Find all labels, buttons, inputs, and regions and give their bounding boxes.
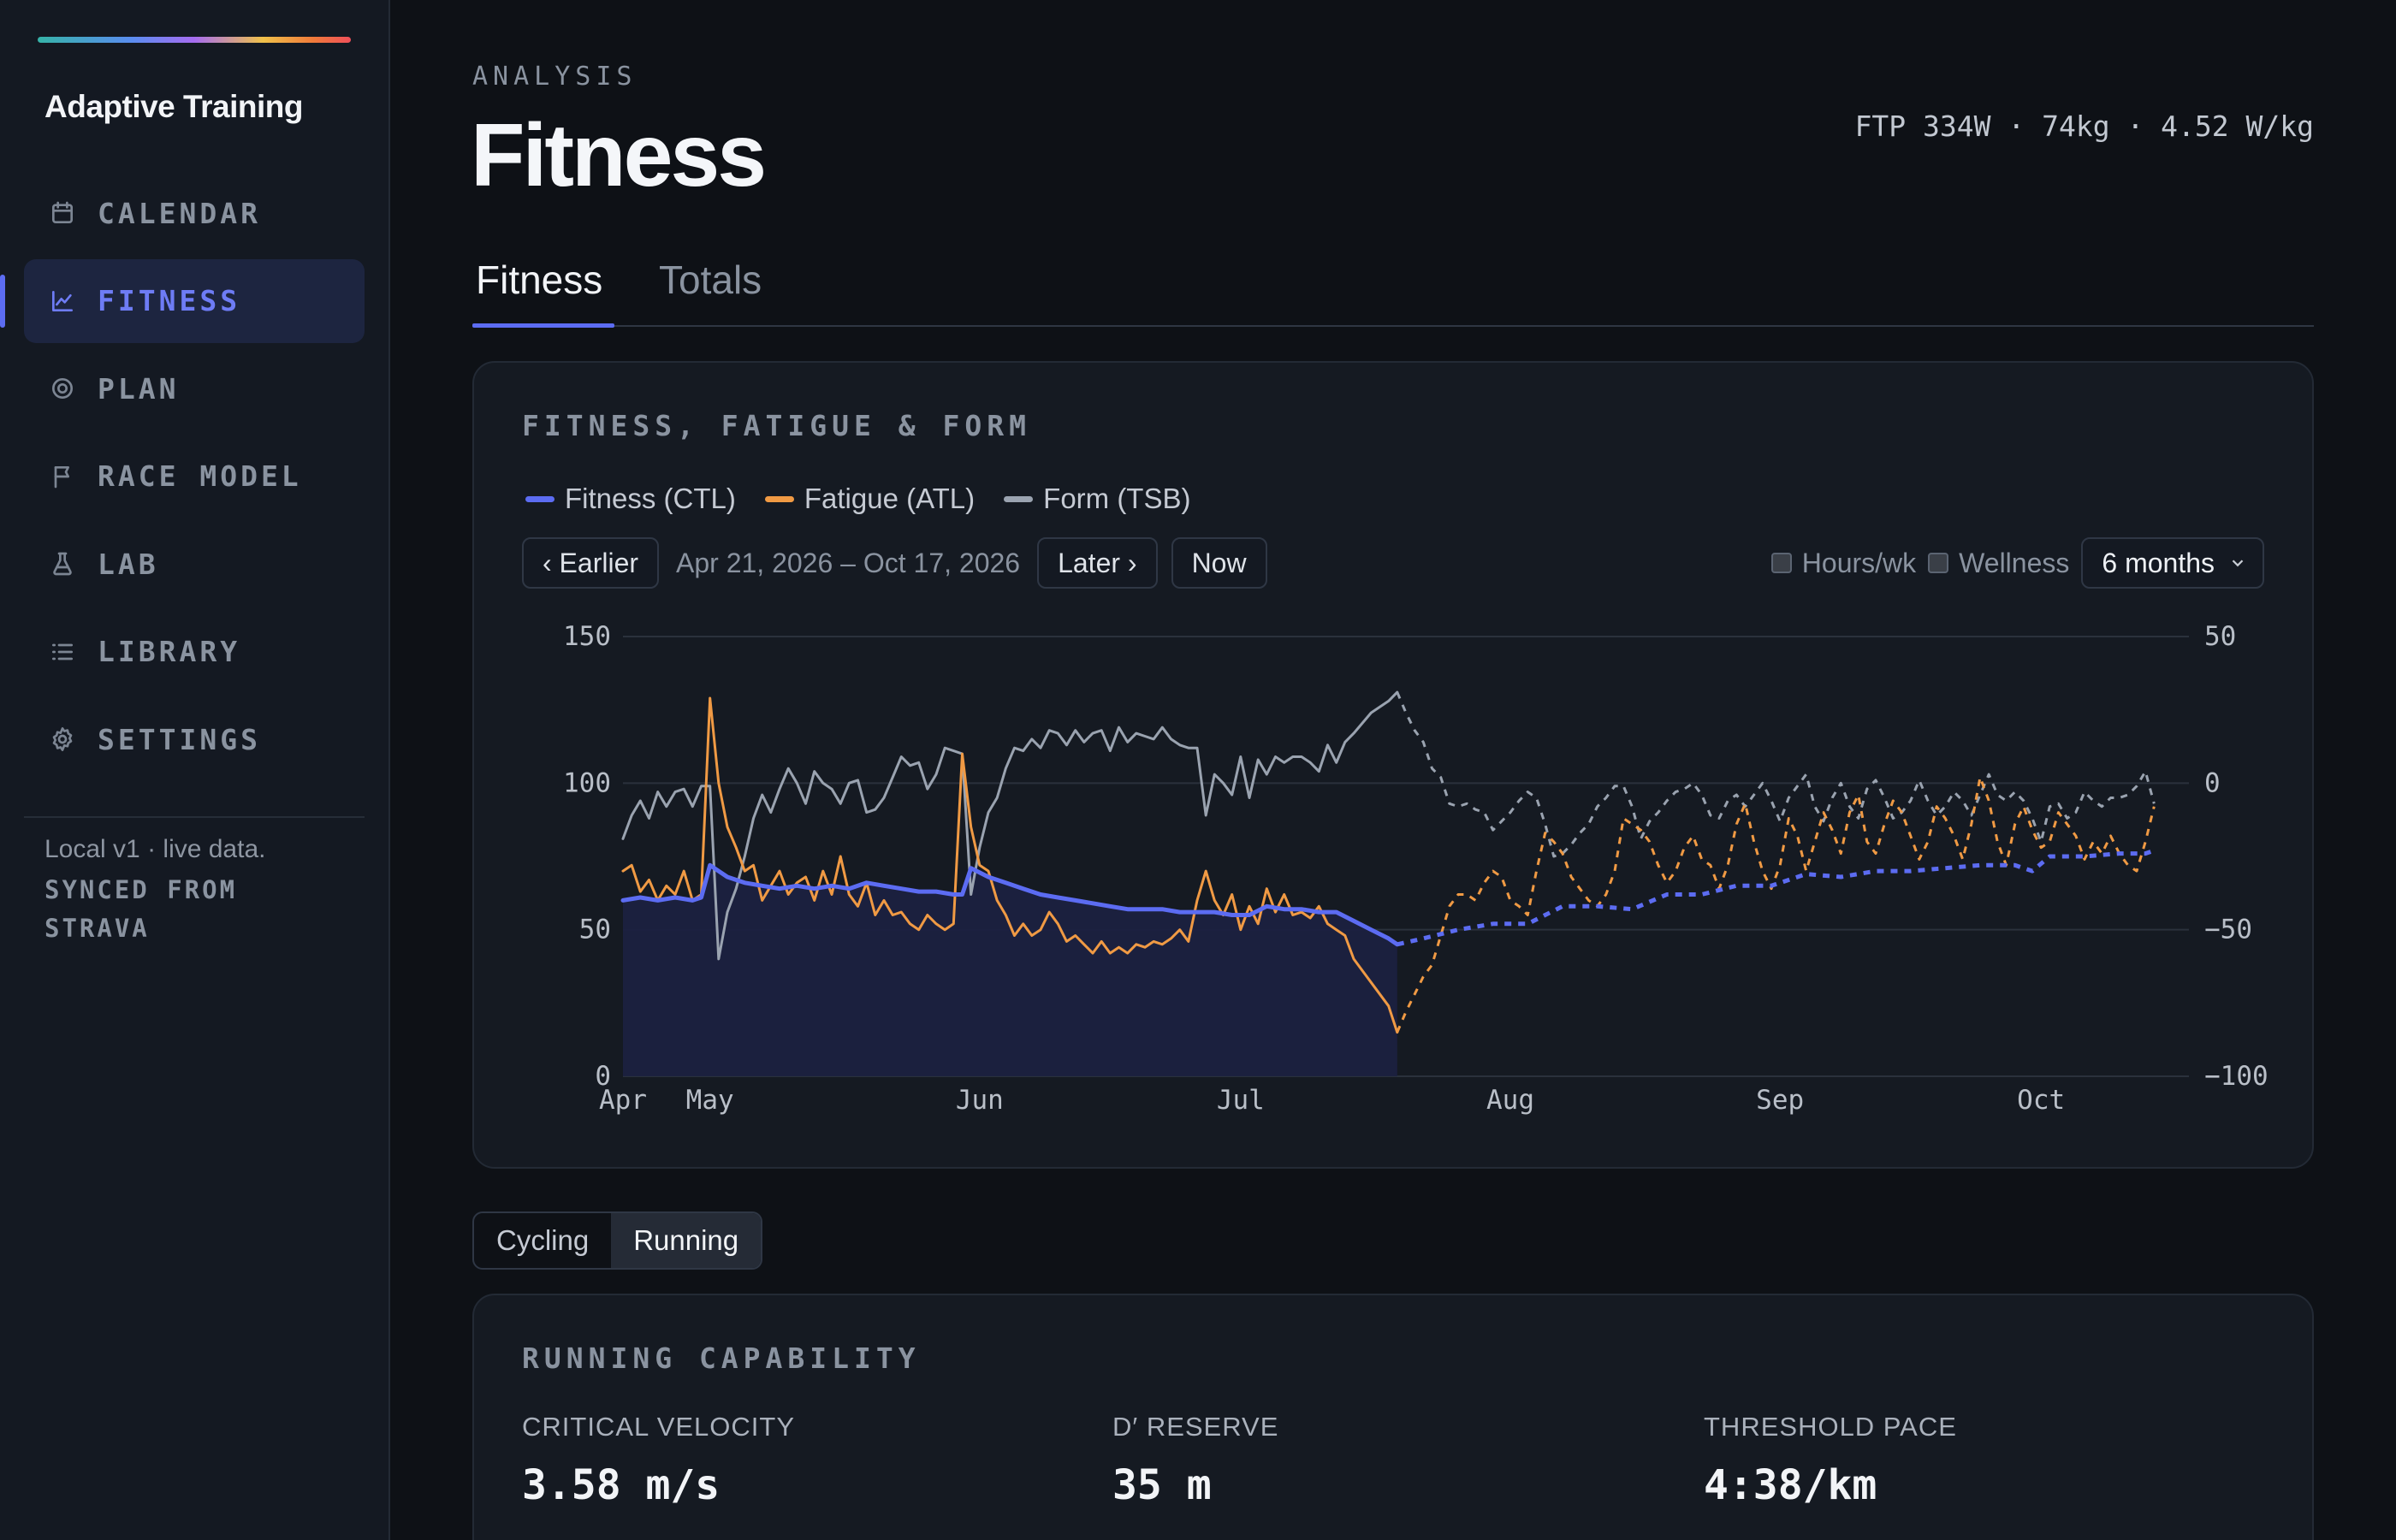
x-tick-label: Oct (2017, 1085, 2065, 1116)
y-tick-label-left: 0 (595, 1061, 611, 1092)
hours-checkbox[interactable]: Hours/wk (1770, 547, 1917, 579)
sidebar-item-label: RACE MODEL (98, 459, 302, 493)
series-projection-tsb (1396, 691, 2156, 858)
active-tab-indicator (472, 323, 614, 328)
flag-icon (48, 462, 77, 491)
fitness-chart[interactable]: 150 50 100 0 50 −50 0 −100 Apr May Jun Jul Aug Sep Oct (474, 363, 2316, 1170)
later-button[interactable]: Later › (1037, 537, 1158, 589)
y-tick-label-left: 150 (563, 621, 611, 652)
cycling-toggle-button[interactable]: Cycling (496, 1224, 590, 1256)
flask-icon (48, 549, 77, 578)
tab-totals[interactable]: Totals (659, 258, 762, 302)
brand-gradient-bar (38, 37, 351, 43)
metric-threshold-pace: THRESHOLD PACE 4:38/km (1704, 1412, 1957, 1509)
metric-value: 4:38/km (1704, 1461, 1877, 1509)
series-projection-ctl (1397, 848, 2156, 947)
sport-toggle: Cycling Running (472, 1211, 763, 1270)
chevron-down-icon (2228, 548, 2247, 579)
legend-label: Fatigue (ATL) (804, 483, 976, 514)
ctl-area (623, 865, 1397, 1076)
metric-label: D′ RESERVE (1112, 1412, 1279, 1442)
sidebar-item-plan[interactable]: PLAN (24, 346, 365, 430)
y-tick-label-left: 100 (563, 767, 611, 798)
page-eyebrow: ANALYSIS (472, 62, 638, 92)
calendar-icon (48, 198, 77, 228)
earlier-button[interactable]: ‹ Earlier (522, 537, 660, 589)
fitness-chart-card: FITNESS, FATIGUE & FORM Fitness (CTL) Fa… (472, 361, 2314, 1169)
sidebar-item-library[interactable]: LIBRARY (24, 610, 365, 694)
metric-d-prime-reserve: D′ RESERVE 35 m (1112, 1412, 1278, 1509)
x-tick-label: Jul (1217, 1085, 1265, 1116)
metric-value: 3.58 m/s (522, 1461, 721, 1509)
checkbox-box[interactable] (1770, 553, 1792, 573)
sidebar: Adaptive Training CALENDAR FITNESS PLAN (0, 0, 390, 1540)
y-tick-label-right: −50 (2204, 915, 2252, 945)
sidebar-status: Local v1 · live data. (44, 835, 266, 863)
metric-label: THRESHOLD PACE (1704, 1412, 1957, 1442)
list-icon (48, 637, 77, 666)
metric-critical-velocity: CRITICAL VELOCITY 3.58 m/s (522, 1412, 795, 1509)
checkbox-label: Hours/wk (1801, 547, 1917, 578)
sidebar-item-label: LIBRARY (98, 635, 241, 668)
x-tick-label: May (686, 1085, 734, 1116)
sidebar-item-settings[interactable]: SETTINGS (24, 697, 365, 781)
y-tick-label-left: 50 (579, 915, 611, 945)
legend-swatch (764, 495, 794, 502)
y-tick-label-right: 50 (2204, 621, 2236, 652)
y-tick-label-right: −100 (2204, 1061, 2268, 1092)
legend-item-tsb: Form (TSB) (1004, 483, 1190, 515)
legend-swatch (525, 495, 555, 502)
line-chart-icon (48, 287, 77, 316)
card-title: RUNNING CAPABILITY (522, 1342, 921, 1375)
date-navigation: ‹ Earlier Apr 21, 2026 – Oct 17, 2026 La… (522, 537, 1267, 589)
sidebar-item-race-model[interactable]: RACE MODEL (24, 435, 365, 518)
metric-label: CRITICAL VELOCITY (522, 1412, 796, 1442)
sidebar-item-calendar[interactable]: CALENDAR (24, 171, 365, 255)
sidebar-item-label: CALENDAR (98, 196, 261, 230)
checkbox-box[interactable] (1928, 553, 1949, 573)
page-title: Fitness (471, 106, 767, 205)
now-button[interactable]: Now (1171, 537, 1267, 589)
chart-options: Hours/wk Wellness 6 months (1770, 537, 2264, 589)
sidebar-item-label: FITNESS (98, 284, 241, 317)
range-select[interactable]: 6 months (2081, 537, 2264, 589)
x-tick-label: Apr (599, 1085, 647, 1116)
sidebar-sync-status: SYNCED FROM STRAVA (44, 875, 238, 943)
range-select-value: 6 months (2102, 547, 2215, 578)
sidebar-nav: CALENDAR FITNESS PLAN RACE MODEL (0, 171, 365, 785)
sidebar-item-label: PLAN (98, 371, 180, 406)
sidebar-item-label: SETTINGS (98, 722, 261, 756)
chart-legend: Fitness (CTL) Fatigue (ATL) Form (TSB) (525, 483, 1190, 515)
y-tick-label-right: 0 (2204, 767, 2221, 798)
metric-value: 35 m (1112, 1461, 1212, 1509)
x-tick-label: Sep (1756, 1085, 1804, 1116)
tab-fitness[interactable]: Fitness (476, 258, 603, 302)
series-line-tsb (621, 690, 1399, 961)
x-tick-label: Jun (956, 1085, 1004, 1116)
running-capability-card: RUNNING CAPABILITY CRITICAL VELOCITY 3.5… (472, 1294, 2314, 1540)
tab-bar: Fitness Totals (472, 248, 2314, 328)
target-icon (48, 374, 77, 403)
running-toggle-button[interactable]: Running (611, 1213, 762, 1268)
sidebar-item-lab[interactable]: LAB (24, 522, 365, 606)
x-tick-label: Aug (1486, 1085, 1534, 1116)
checkbox-label: Wellness (1959, 547, 2070, 578)
sidebar-item-label: LAB (98, 547, 159, 581)
gear-icon (48, 725, 77, 754)
card-title: FITNESS, FATIGUE & FORM (522, 409, 1031, 442)
brand-name[interactable]: Adaptive Training (44, 89, 303, 124)
sidebar-divider (24, 816, 365, 818)
series-line-ctl (620, 862, 1400, 947)
series-projection-atl (1396, 776, 2156, 1034)
athlete-stats: FTP 334W · 74kg · 4.52 W/kg (1854, 110, 2314, 143)
wellness-checkbox[interactable]: Wellness (1928, 548, 2069, 579)
legend-item-ctl: Fitness (CTL) (525, 483, 736, 515)
date-range-label: Apr 21, 2026 – Oct 17, 2026 (676, 547, 1021, 578)
legend-item-atl: Fatigue (ATL) (764, 483, 976, 515)
sidebar-item-fitness[interactable]: FITNESS (0, 258, 365, 343)
legend-label: Fitness (CTL) (565, 483, 736, 514)
legend-swatch (1004, 495, 1034, 502)
legend-label: Form (TSB) (1043, 483, 1191, 514)
